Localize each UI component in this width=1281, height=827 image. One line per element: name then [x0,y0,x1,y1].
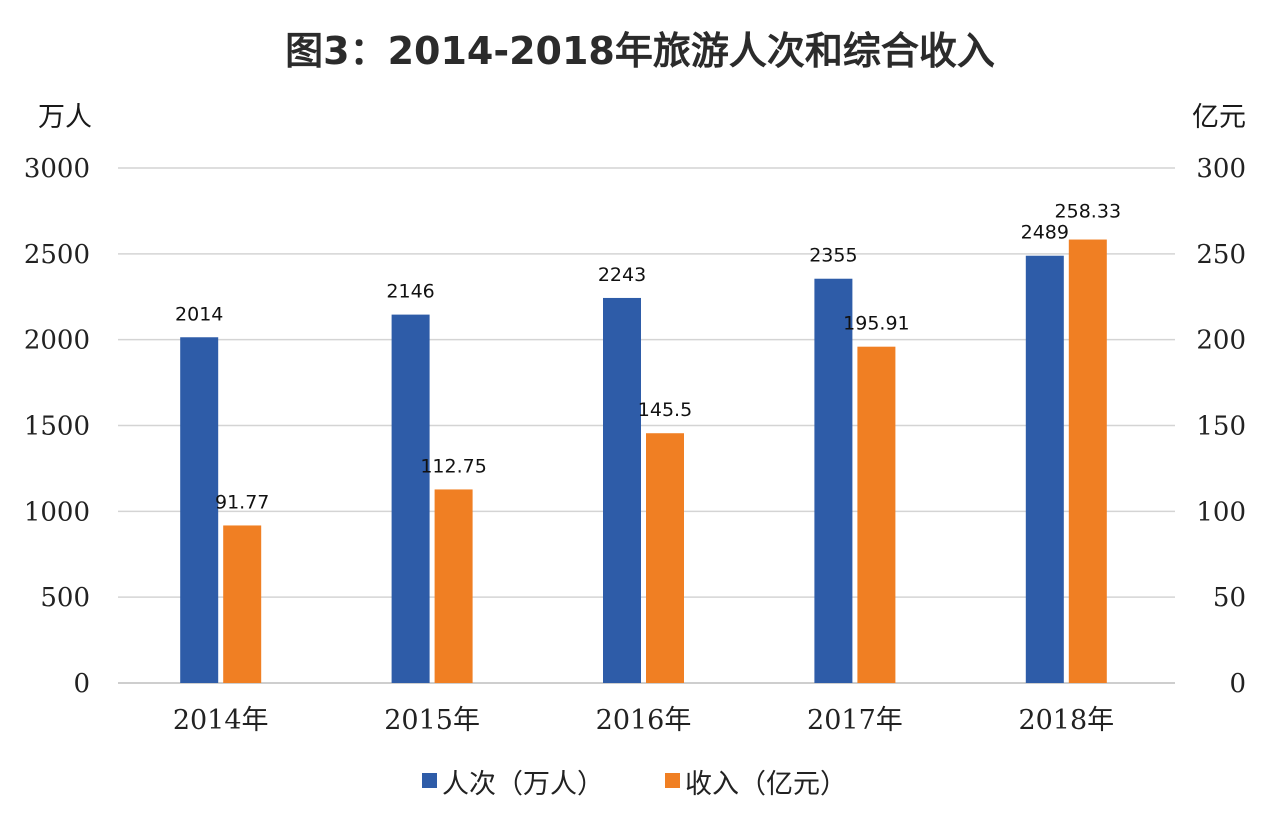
legend-label-visitors: 人次（万人） [442,769,604,800]
data-label-revenue: 258.33 [1055,201,1121,223]
data-label-revenue: 145.5 [638,399,692,421]
data-label-revenue: 91.77 [215,491,269,513]
data-label-revenue: 195.91 [843,313,909,335]
left-axis-tick-label: 1000 [24,497,90,527]
left-axis-tick-label: 2500 [24,240,90,270]
right-axis-tick-label: 50 [1213,583,1246,613]
legend: 人次（万人） 收入（亿元） [422,769,847,800]
bar-revenue [1068,239,1107,683]
right-axis-ticks: 0 50 100 150 200 250 300 [1196,154,1246,699]
right-axis-tick-label: 300 [1196,154,1246,184]
chart-title: 图3：2014-2018年旅游人次和综合收入 [285,29,995,73]
data-label-visitors: 2014 [175,303,223,325]
bar-visitors [603,297,641,683]
bar-visitors [180,337,219,683]
x-axis-categories: 2014年 2015年 2016年 2017年 2018年 [173,705,1114,736]
right-axis-tick-label: 0 [1229,669,1246,699]
bar-visitors [391,314,430,683]
x-axis-category-label: 2018年 [1018,705,1114,736]
bars [180,239,1107,683]
left-axis-unit: 万人 [38,102,92,133]
left-axis-tick-label: 3000 [24,154,90,184]
legend-swatch-visitors [422,773,437,788]
left-axis-tick-label: 500 [40,583,90,613]
bar-visitors [1025,255,1064,683]
legend-swatch-revenue [665,773,680,788]
data-labels: 2014 91.77 2146 112.75 2243 145.5 2355 195.91 24… [175,201,1121,514]
bar-revenue [434,489,473,683]
left-axis-ticks: 0 500 1000 1500 2000 2500 3000 [24,154,90,699]
data-label-visitors: 2489 [1021,222,1069,244]
left-axis-tick-label: 1500 [24,412,90,442]
data-label-visitors: 2243 [598,264,646,286]
right-axis-unit: 亿元 [1192,102,1246,133]
right-axis-tick-label: 200 [1196,326,1246,356]
legend-label-revenue: 收入（亿元） [685,769,847,800]
bar-revenue [857,346,896,683]
bar-visitors [814,278,853,683]
x-axis-category-label: 2014年 [173,705,269,736]
bar-revenue [646,433,684,683]
data-label-revenue: 112.75 [420,455,486,477]
data-label-visitors: 2355 [809,245,857,267]
right-axis-tick-label: 250 [1196,240,1246,270]
x-axis-category-label: 2016年 [596,705,692,736]
x-axis-category-label: 2017年 [807,705,903,736]
data-label-visitors: 2146 [386,281,434,303]
x-axis-category-label: 2015年 [384,705,480,736]
left-axis-tick-label: 0 [73,669,90,699]
right-axis-tick-label: 100 [1196,497,1246,527]
left-axis-tick-label: 2000 [24,326,90,356]
right-axis-tick-label: 150 [1196,412,1246,442]
bar-revenue [223,525,262,683]
